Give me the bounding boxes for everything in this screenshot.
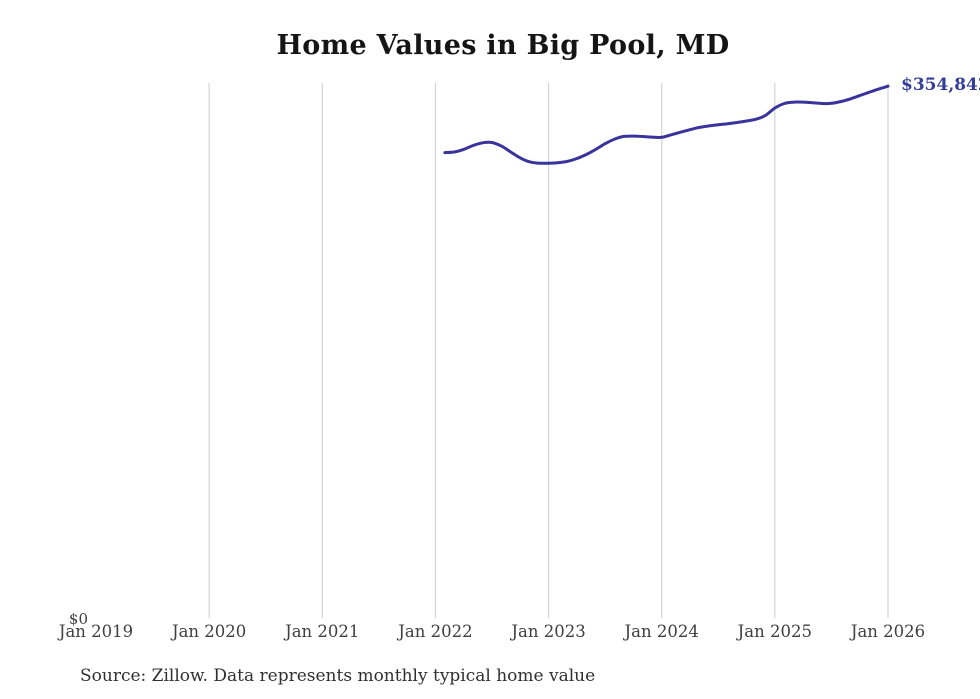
x-axis-tick-label: Jan 2020 xyxy=(171,622,247,641)
x-axis-tick-label: Jan 2024 xyxy=(624,622,699,641)
chart-title: Home Values in Big Pool, MD xyxy=(276,30,730,61)
latest-value-label: $354,842 xyxy=(901,75,980,96)
x-axis-tick-label: Jan 2022 xyxy=(398,622,473,641)
x-axis-tick-label: Jan 2019 xyxy=(58,622,134,641)
y-axis-zero-label: $0 xyxy=(68,610,88,628)
x-axis-tick-label: Jan 2025 xyxy=(737,622,812,641)
source-note: Source: Zillow. Data represents monthly … xyxy=(80,666,596,686)
x-axis-tick-label: Jan 2023 xyxy=(511,622,586,641)
vertical-gridlines xyxy=(208,83,889,618)
x-axis-tick-label: Jan 2026 xyxy=(850,622,926,641)
x-axis-tick-label: Jan 2021 xyxy=(285,622,360,641)
home-value-line xyxy=(443,84,890,165)
